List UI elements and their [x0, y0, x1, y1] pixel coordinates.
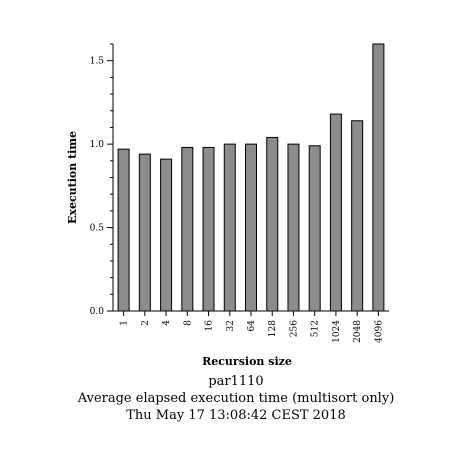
bar-16 — [202, 146, 215, 312]
x-tick-label-1: 1 — [120, 320, 130, 326]
bar-1024 — [329, 113, 342, 312]
x-tick-label-8: 8 — [183, 320, 193, 326]
x-tick-label-2: 2 — [141, 320, 151, 326]
y-tick-label: 1.0 — [90, 140, 105, 150]
x-tick-label-4096: 4096 — [374, 320, 384, 343]
y-ticks-group: 0.0 0.5 1.0 1.5 — [90, 43, 113, 317]
y-tick-label: 0.0 — [90, 307, 105, 317]
x-axis-title: Recursion size — [202, 355, 292, 368]
y-axis-title: Execution time — [66, 131, 79, 224]
bar-2 — [138, 153, 151, 312]
x-ticks-group: 1 2 4 8 16 32 64 128 256 512 1024 2048 4096 — [120, 311, 384, 343]
y-tick-label: 1.5 — [90, 57, 105, 67]
bar-32 — [223, 143, 236, 312]
x-tick-label-64: 64 — [247, 320, 257, 332]
bars-group — [117, 43, 385, 312]
bar-4 — [160, 158, 173, 312]
x-tick-label-1024: 1024 — [332, 320, 342, 343]
x-tick-label-4: 4 — [162, 320, 172, 326]
bar-256 — [287, 143, 300, 312]
x-tick-label-2048: 2048 — [353, 320, 363, 343]
bar-128 — [266, 136, 279, 312]
bar-8 — [181, 146, 194, 312]
bar-2048 — [351, 120, 364, 312]
bar-64 — [245, 143, 257, 312]
bar-512 — [308, 145, 321, 312]
bar-1 — [117, 148, 130, 312]
caption-title: Average elapsed execution time (multisor… — [77, 391, 395, 406]
caption-hostname: par1110 — [208, 374, 264, 389]
x-tick-label-128: 128 — [268, 320, 278, 337]
caption-timestamp: Thu May 17 13:08:42 CEST 2018 — [126, 408, 346, 423]
x-tick-label-256: 256 — [289, 320, 299, 337]
y-tick-label: 0.5 — [90, 224, 105, 234]
bar-4096 — [372, 43, 385, 312]
x-tick-label-16: 16 — [205, 320, 215, 332]
x-tick-label-32: 32 — [226, 320, 236, 331]
x-tick-label-512: 512 — [311, 320, 321, 337]
